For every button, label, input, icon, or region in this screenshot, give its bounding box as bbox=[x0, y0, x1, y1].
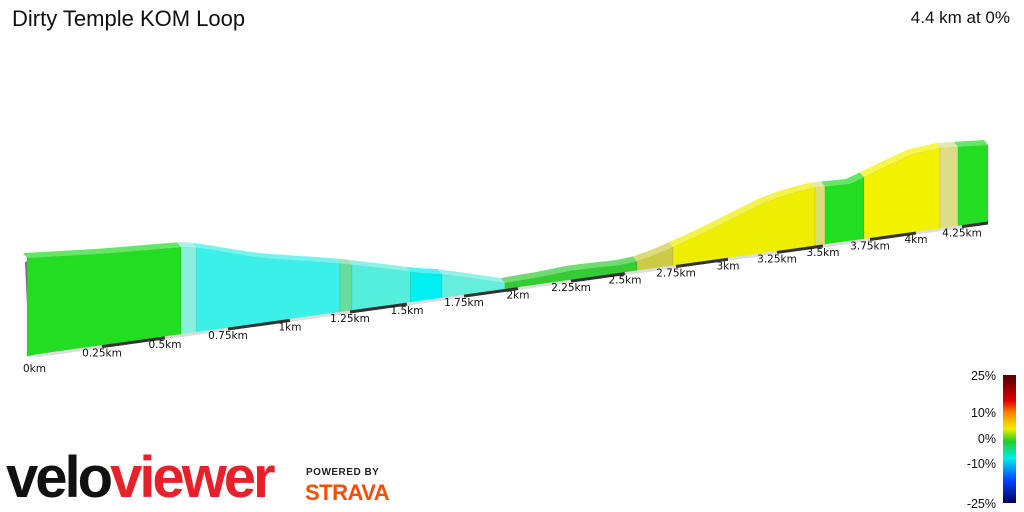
veloviewer-logo[interactable]: veloviewer bbox=[6, 445, 276, 510]
profile-top-face bbox=[177, 242, 197, 248]
distance-scale-bar bbox=[517, 279, 572, 291]
gradient-legend-bar bbox=[1003, 375, 1016, 503]
x-tick-label: 2.5km bbox=[608, 275, 641, 287]
x-tick-label: 3.75km bbox=[850, 240, 890, 252]
route-summary: 4.4 km at 0% bbox=[910, 8, 1010, 27]
distance-scale-bar bbox=[675, 257, 729, 269]
profile-top-face bbox=[438, 269, 505, 283]
x-tick-label: 3.5km bbox=[806, 247, 839, 259]
x-tick-label: 1.25km bbox=[330, 313, 370, 325]
profile-segment bbox=[180, 246, 197, 335]
x-tick-label: 3km bbox=[717, 260, 740, 272]
x-tick-label: 2.75km bbox=[656, 268, 696, 280]
distance-scale-bar bbox=[349, 302, 408, 314]
profile-top-face bbox=[669, 182, 815, 248]
profile-top-face bbox=[821, 172, 864, 187]
profile-top-face bbox=[192, 242, 340, 264]
legend-label: -10% bbox=[967, 457, 996, 471]
distance-scale-bar bbox=[961, 221, 989, 229]
profile-top-face bbox=[860, 143, 940, 178]
legend-label: -25% bbox=[967, 497, 996, 511]
x-tick-label: 0km bbox=[23, 363, 46, 375]
profile-segment bbox=[957, 144, 989, 227]
x-tick-label: 3.25km bbox=[757, 253, 797, 265]
distance-scale-bar bbox=[776, 244, 824, 254]
profile-segment bbox=[939, 146, 959, 230]
distance-scale-bar bbox=[101, 336, 166, 349]
strava-logo[interactable]: STRAVA bbox=[305, 480, 390, 505]
distance-scale-bar bbox=[915, 225, 963, 235]
x-tick-label: 1.5km bbox=[390, 305, 423, 317]
x-tick-label: 1km bbox=[279, 321, 302, 333]
profile-top-face bbox=[336, 258, 352, 265]
distance-scale-bar bbox=[570, 272, 626, 283]
x-tick-label: 0.5km bbox=[148, 339, 181, 351]
x-tick-label: 0.75km bbox=[208, 330, 248, 342]
distance-scale-bar bbox=[463, 287, 519, 298]
x-tick-label: 4.25km bbox=[942, 228, 982, 240]
x-tick-label: 4km bbox=[905, 234, 928, 246]
distance-scale-bar bbox=[727, 250, 778, 261]
page-title: Dirty Temple KOM Loop bbox=[12, 6, 246, 31]
x-tick-label: 2.25km bbox=[551, 282, 591, 294]
profile-top-face bbox=[348, 259, 411, 272]
profile-segment bbox=[824, 176, 865, 246]
distance-scale-bar bbox=[406, 294, 465, 306]
legend-label: 0% bbox=[978, 432, 996, 446]
legend-label: 10% bbox=[971, 406, 996, 420]
x-tick-label: 2km bbox=[507, 290, 530, 302]
profile-segment bbox=[410, 271, 443, 303]
profile-top-face bbox=[811, 181, 825, 188]
profile-top-face bbox=[936, 141, 958, 148]
profile-segment bbox=[863, 147, 941, 240]
profile-top-face bbox=[633, 242, 673, 262]
distance-scale-bar bbox=[34, 345, 103, 358]
distance-scale-bar bbox=[227, 318, 291, 331]
distance-scale-bar bbox=[822, 237, 871, 248]
profile-top-face bbox=[406, 266, 442, 275]
profile-top-face bbox=[501, 256, 637, 283]
profile-segment bbox=[339, 263, 353, 313]
x-tick-label: 0.25km bbox=[82, 348, 122, 360]
profile-top-face bbox=[954, 140, 988, 147]
profile-segment bbox=[814, 186, 826, 247]
distance-scale-bar bbox=[289, 310, 351, 322]
profile-top-face bbox=[23, 242, 181, 258]
powered-by-label: POWERED BY bbox=[306, 467, 380, 478]
x-tick-label: 1.75km bbox=[444, 297, 484, 309]
distance-scale-bar bbox=[164, 327, 229, 340]
distance-scale-bar bbox=[869, 231, 917, 241]
legend-label: 25% bbox=[971, 369, 996, 383]
distance-scale-bar bbox=[624, 265, 677, 276]
